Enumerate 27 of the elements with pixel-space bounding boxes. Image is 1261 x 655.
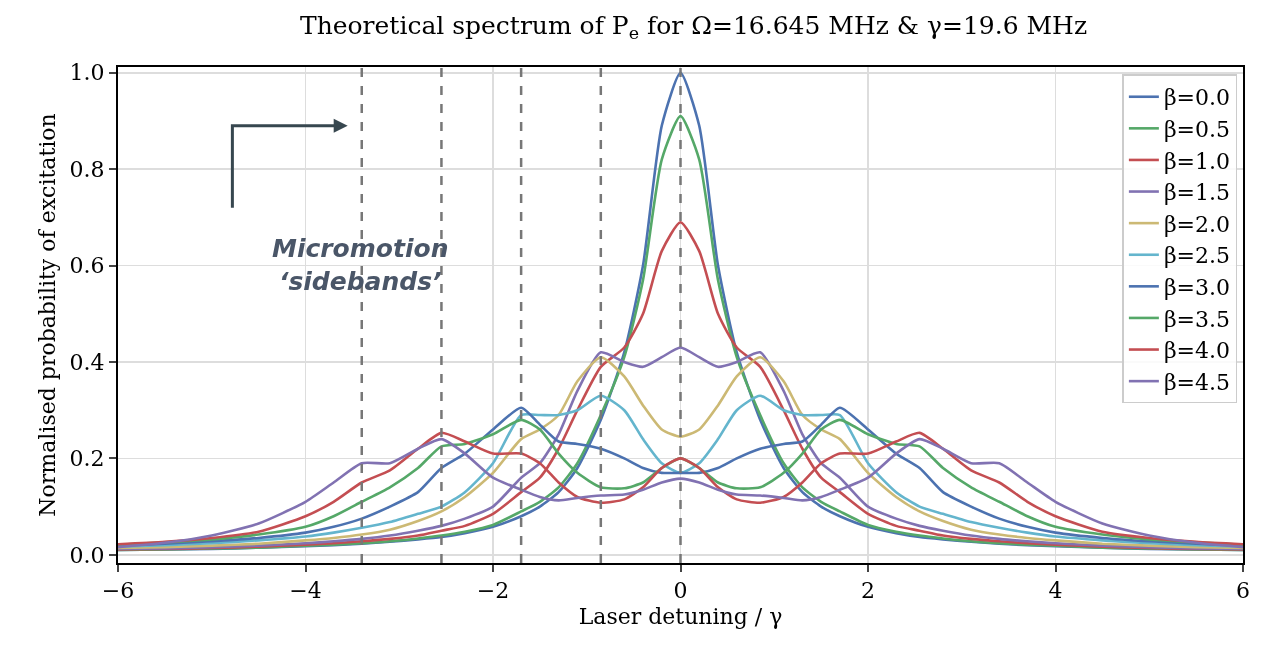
y-tick-label: 0.8 — [69, 156, 105, 182]
x-tick-label: 0 — [673, 578, 688, 604]
legend-label: β=0.0 — [1163, 85, 1231, 111]
y-tick-label: 0.6 — [69, 253, 105, 279]
legend-label: β=1.0 — [1163, 148, 1231, 174]
legend-label: β=3.5 — [1163, 306, 1231, 332]
x-tick-label: −4 — [289, 578, 322, 604]
y-tick-label: 0.4 — [69, 349, 105, 375]
y-axis-title: Normalised probability of excitation — [34, 113, 60, 517]
legend-label: β=2.0 — [1163, 211, 1231, 237]
legend-label: β=4.5 — [1163, 369, 1231, 395]
legend-label: β=1.5 — [1163, 180, 1231, 206]
x-tick-label: 6 — [1236, 578, 1250, 604]
x-tick-label: 2 — [861, 578, 875, 604]
annotation: Micromotion ‘sidebands’ — [272, 234, 449, 296]
y-tick-label: 0.0 — [69, 542, 105, 568]
x-tick-label: 4 — [1048, 578, 1063, 604]
legend-label: β=3.0 — [1163, 274, 1231, 300]
legend-label: β=4.0 — [1163, 338, 1231, 364]
x-axis-title: Laser detuning / γ — [578, 603, 783, 629]
legend-label: β=2.5 — [1163, 243, 1231, 269]
x-tick-label: −6 — [101, 578, 135, 604]
y-tick-label: 1.0 — [69, 60, 105, 86]
x-tick-label: −2 — [476, 578, 510, 604]
y-tick-label: 0.2 — [69, 446, 105, 472]
chart-title: Theoretical spectrum of P$_{e}$ for Ω=16.645 MHz & γ=19.6 MHz — [299, 10, 1088, 44]
legend-label: β=0.5 — [1163, 116, 1231, 142]
